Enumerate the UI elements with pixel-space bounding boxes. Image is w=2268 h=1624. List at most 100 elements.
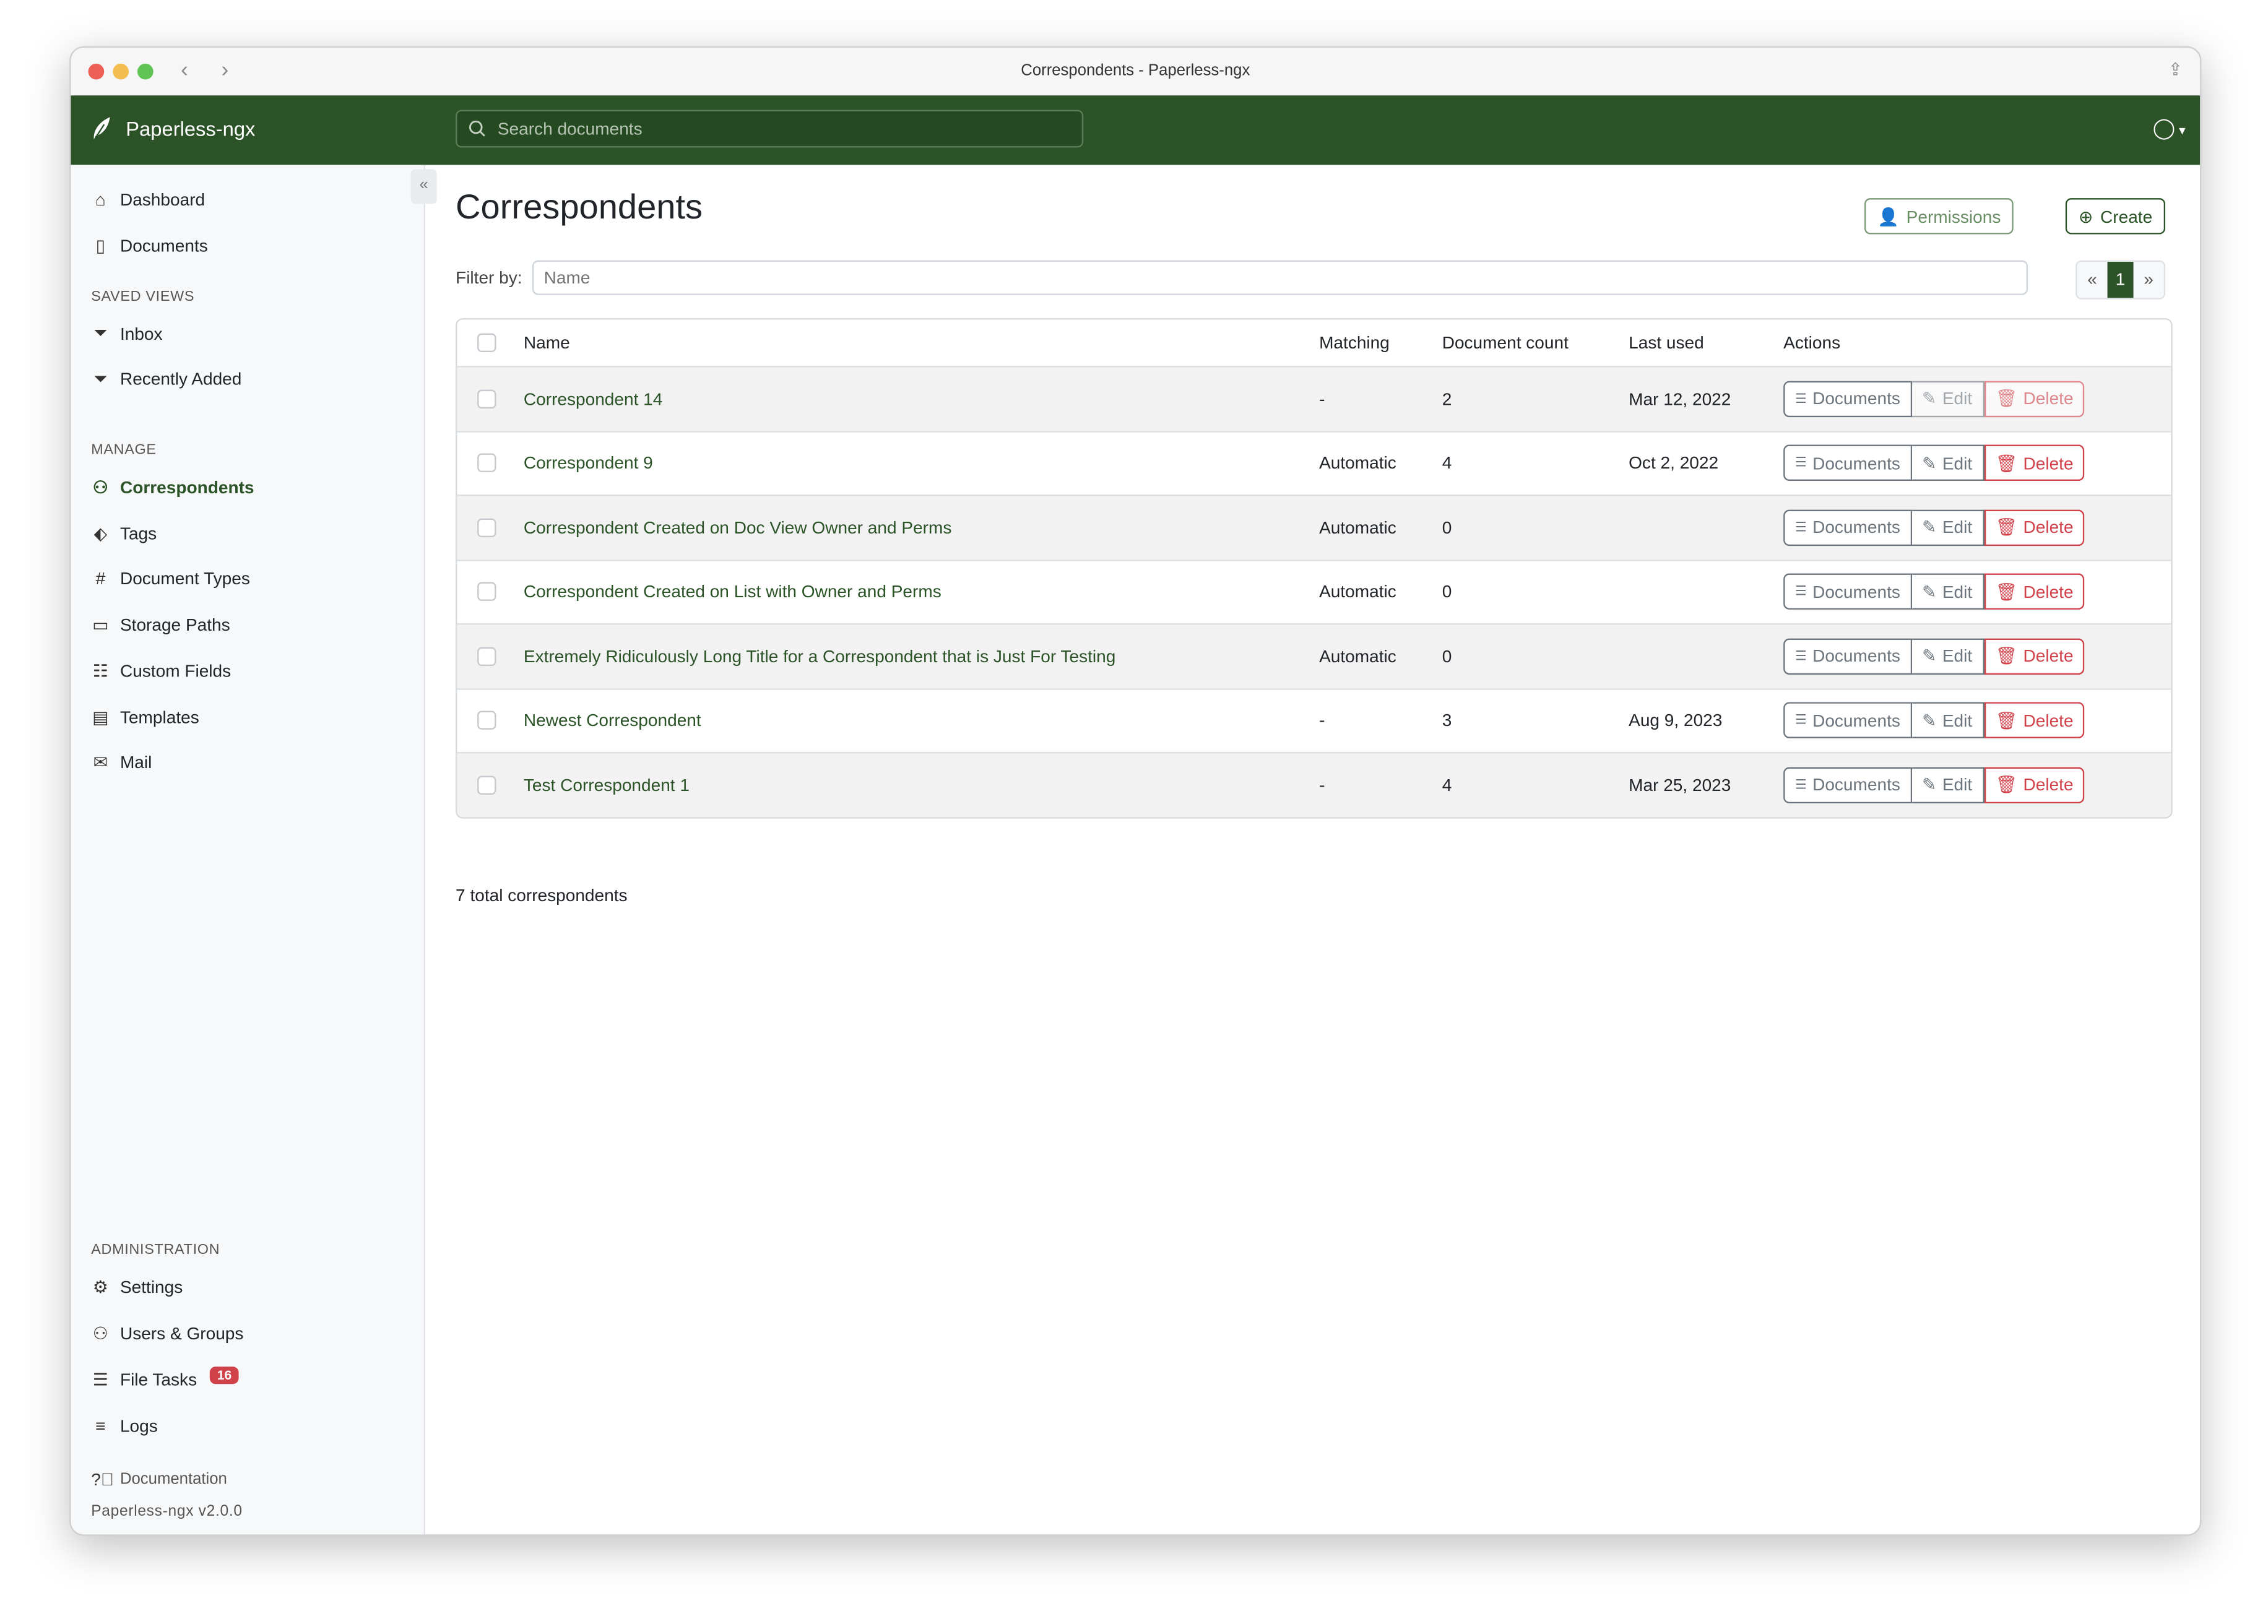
sidebar-item-inbox[interactable]: ⏷ Inbox <box>91 322 162 344</box>
sidebar-item-templates[interactable]: ▤ Templates <box>91 706 199 727</box>
edit-button[interactable]: ✎ Edit <box>1911 509 1984 546</box>
user-menu-button[interactable]: ◯ ▾ <box>2153 116 2186 140</box>
row-checkbox[interactable] <box>477 389 496 408</box>
delete-button[interactable]: 🗑 Delete <box>1983 574 2085 610</box>
sidebar-item-tags[interactable]: ⬖ Tags <box>91 523 157 543</box>
documents-button[interactable]: ☰ Documents <box>1783 509 1912 546</box>
title-bar: ‹ › Correspondents - Paperless-ngx ⇪ <box>71 48 2201 96</box>
delete-button[interactable]: 🗑 Delete <box>1983 509 2085 546</box>
share-icon[interactable]: ⇪ <box>2168 59 2183 80</box>
file-tasks-badge: 16 <box>210 1367 239 1384</box>
sidebar-item-logs[interactable]: ≡ Logs <box>91 1416 158 1436</box>
row-checkbox[interactable] <box>477 454 496 473</box>
sidebar-item-label: Mail <box>119 752 152 773</box>
delete-button[interactable]: 🗑 Delete <box>1983 445 2085 482</box>
sidebar-item-users-groups[interactable]: ⚇ Users & Groups <box>91 1323 244 1344</box>
sidebar-item-settings[interactable]: ⚙ Settings <box>91 1277 183 1297</box>
edit-button[interactable]: ✎ Edit <box>1911 574 1984 610</box>
sidebar-item-label: Custom Fields <box>119 660 232 681</box>
documents-button[interactable]: ☰ Documents <box>1783 638 1912 675</box>
prev-page-button[interactable]: « <box>2077 261 2108 298</box>
create-label: Create <box>2100 205 2153 227</box>
minimize-window-button[interactable] <box>113 63 129 80</box>
next-page-button[interactable]: » <box>2133 261 2164 298</box>
sidebar-item-custom-fields[interactable]: ☷ Custom Fields <box>91 660 231 681</box>
documents-button[interactable]: ☰ Documents <box>1783 381 1912 417</box>
close-window-button[interactable] <box>88 63 105 80</box>
select-all-checkbox[interactable] <box>477 333 496 352</box>
filter-name-input[interactable] <box>532 260 2028 295</box>
documents-button[interactable]: ☰ Documents <box>1783 702 1912 739</box>
filter-icon: ☰ <box>1794 519 1807 534</box>
delete-button[interactable]: 🗑 Delete <box>1983 381 2085 417</box>
search-box[interactable] <box>456 110 1084 148</box>
edit-button[interactable]: ✎ Edit <box>1911 767 1984 803</box>
header-document-count[interactable]: Document count <box>1442 332 1569 353</box>
row-checkbox[interactable] <box>477 647 496 666</box>
row-checkbox[interactable] <box>477 711 496 730</box>
documents-label: Documents <box>1812 774 1900 795</box>
sidebar-item-mail[interactable]: ✉ Mail <box>91 753 152 773</box>
documents-button[interactable]: ☰ Documents <box>1783 767 1912 803</box>
documents-button[interactable]: ☰ Documents <box>1783 445 1912 482</box>
create-button[interactable]: ⊕ Create <box>2065 198 2166 235</box>
document-count-cell: 0 <box>1442 581 1452 602</box>
edit-button[interactable]: ✎ Edit <box>1911 445 1984 482</box>
correspondent-name-link[interactable]: Test Correspondent 1 <box>523 774 690 795</box>
row-actions: ☰ Documents ✎ Edit 🗑 Delete <box>1783 702 2085 739</box>
brand-link[interactable]: Paperless-ngx <box>91 116 255 142</box>
sidebar-item-storage-paths[interactable]: ▭ Storage Paths <box>91 615 230 635</box>
correspondent-name-link[interactable]: Correspondent 9 <box>523 452 653 473</box>
documents-button[interactable]: ☰ Documents <box>1783 574 1912 610</box>
row-checkbox[interactable] <box>477 518 496 537</box>
row-checkbox[interactable] <box>477 582 496 602</box>
header-last-used[interactable]: Last used <box>1629 332 1704 353</box>
last-used-cell: Aug 9, 2023 <box>1629 710 1723 731</box>
edit-button[interactable]: ✎ Edit <box>1911 702 1984 739</box>
people-icon: ⚇ <box>92 1323 108 1344</box>
sidebar-item-label: Inbox <box>119 323 163 343</box>
funnel-icon: ⏷ <box>93 368 108 389</box>
sidebar-item-label: Logs <box>119 1415 158 1436</box>
search-input[interactable] <box>495 117 1050 140</box>
correspondent-name-link[interactable]: Correspondent Created on Doc View Owner … <box>523 517 952 538</box>
matching-cell: - <box>1319 774 1325 795</box>
sidebar-item-correspondents[interactable]: ⚇ Correspondents <box>91 477 254 498</box>
correspondent-name-link[interactable]: Newest Correspondent <box>523 710 701 731</box>
correspondent-name-link[interactable]: Correspondent Created on List with Owner… <box>523 581 941 602</box>
app-header: Paperless-ngx ◯ ▾ <box>71 95 2201 165</box>
documentation-link[interactable]: ?⃝ Documentation <box>91 1469 227 1490</box>
documents-label: Documents <box>1812 581 1900 602</box>
permissions-button[interactable]: 👤 Permissions <box>1864 198 2014 235</box>
document-count-cell: 4 <box>1442 452 1452 473</box>
sidebar-item-document-types[interactable]: # Document Types <box>91 569 250 589</box>
sidebar-item-recently-added[interactable]: ⏷ Recently Added <box>91 368 241 390</box>
sidebar-item-dashboard[interactable]: ⌂ Dashboard <box>91 189 205 210</box>
delete-button[interactable]: 🗑 Delete <box>1983 767 2085 803</box>
delete-label: Delete <box>2023 774 2074 795</box>
forward-icon[interactable]: › <box>221 58 229 83</box>
page-1-button[interactable]: 1 <box>2107 261 2134 298</box>
collapse-sidebar-button[interactable]: « <box>410 169 437 204</box>
edit-button[interactable]: ✎ Edit <box>1911 638 1984 675</box>
maximize-window-button[interactable] <box>137 63 154 80</box>
sidebar-section-heading: MANAGE <box>91 443 157 459</box>
correspondent-name-link[interactable]: Correspondent 14 <box>523 388 663 409</box>
sidebar-item-file-tasks[interactable]: ☰ File Tasks 16 <box>91 1367 239 1390</box>
back-icon[interactable]: ‹ <box>181 58 188 83</box>
table-row: Newest Correspondent - 3 Aug 9, 2023 ☰ Do… <box>457 688 2171 752</box>
sidebar-item-label: Users & Groups <box>119 1323 244 1344</box>
sidebar-section-heading: SAVED VIEWS <box>91 289 195 306</box>
delete-button[interactable]: 🗑 Delete <box>1983 702 2085 739</box>
user-circle-icon: ◯ <box>2152 115 2176 139</box>
row-checkbox[interactable] <box>477 775 496 795</box>
filter-icon: ☰ <box>1794 648 1807 663</box>
sidebar-item-label: Document Types <box>119 569 250 589</box>
sidebar-item-documents[interactable]: ▯ Documents <box>91 235 208 256</box>
delete-button[interactable]: 🗑 Delete <box>1983 638 2085 675</box>
hash-icon: # <box>95 569 106 589</box>
edit-button[interactable]: ✎ Edit <box>1911 381 1984 417</box>
header-name[interactable]: Name <box>523 332 570 353</box>
header-matching[interactable]: Matching <box>1319 332 1390 353</box>
correspondent-name-link[interactable]: Extremely Ridiculously Long Title for a … <box>523 646 1116 667</box>
